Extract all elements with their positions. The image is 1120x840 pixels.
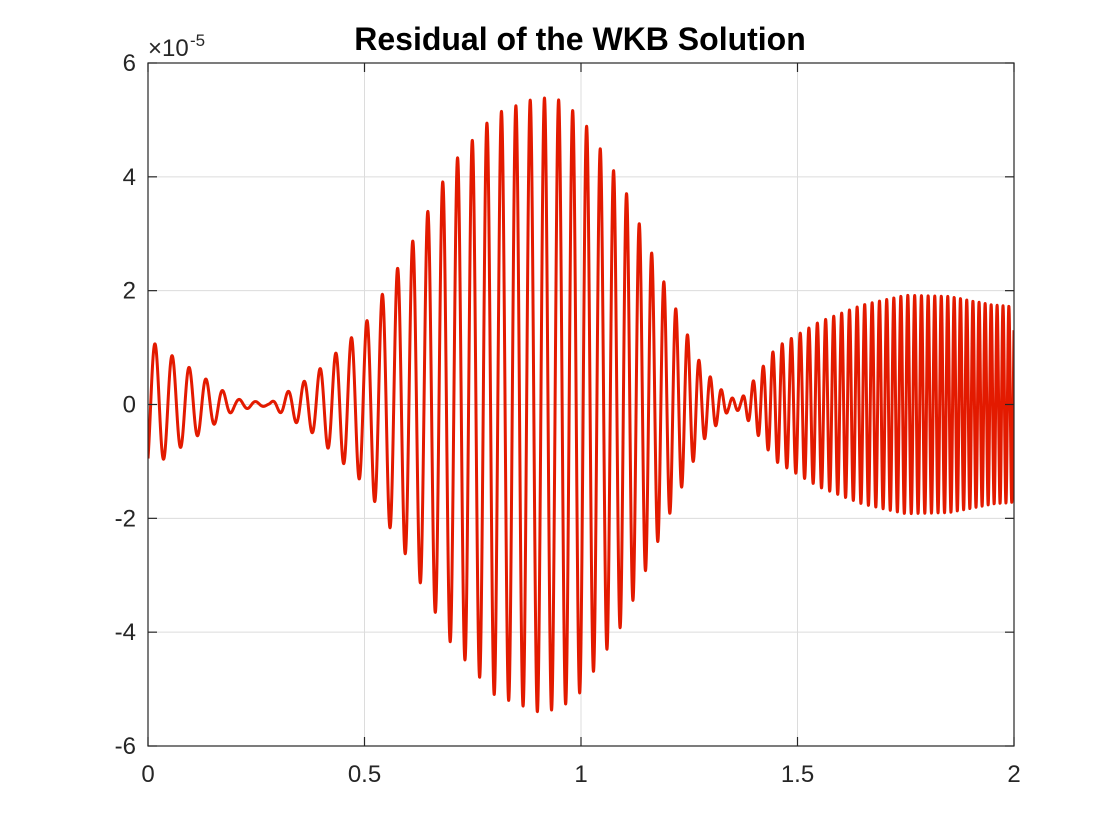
y-exponent-power: -5: [190, 31, 205, 50]
y-tick-label: 2: [123, 278, 136, 305]
x-tick-label: 1: [574, 761, 587, 788]
tick-marks: [147, 62, 1015, 747]
x-tick-label: 1.5: [781, 761, 814, 788]
residual-series-line: [148, 96, 1014, 714]
y-tick-label: 0: [123, 392, 136, 419]
y-tick-label: 6: [123, 50, 136, 77]
y-exponent: ×10 -5: [148, 31, 205, 62]
y-tick-label: -6: [115, 733, 136, 760]
y-tick-labels: -6 -4 -2 0 2 4 6: [115, 50, 136, 760]
residual-curve-group: [148, 96, 1014, 714]
chart-title: Residual of the WKB Solution: [354, 21, 806, 57]
x-tick-label: 0: [141, 761, 154, 788]
y-tick-label: -4: [115, 619, 136, 646]
y-tick-label: 4: [123, 164, 136, 191]
x-tick-label: 0.5: [348, 761, 381, 788]
y-tick-label: -2: [115, 505, 136, 532]
y-exponent-base: ×10: [148, 35, 189, 62]
x-tick-label: 2: [1007, 761, 1020, 788]
x-tick-labels: 0 0.5 1 1.5 2: [141, 761, 1020, 788]
